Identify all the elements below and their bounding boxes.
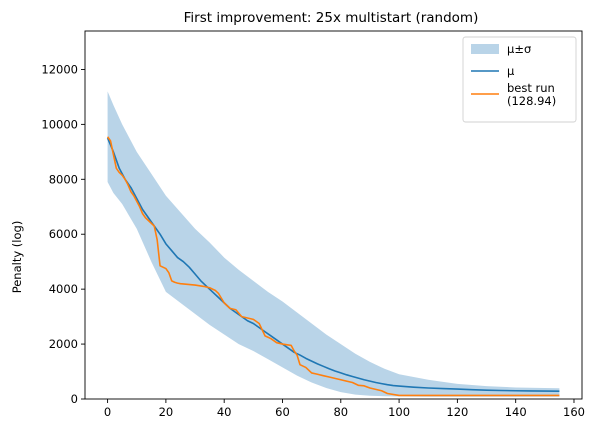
axes-frame xyxy=(84,30,583,400)
axes: 0 20 40 60 80 100 120 140 160 0 2000 4000 6000 8000 10… xyxy=(41,30,585,419)
y-tick-label: 8000 xyxy=(49,172,78,186)
legend-box xyxy=(462,36,577,123)
x-tick-label: 140 xyxy=(505,405,527,419)
y-tick-label: 10000 xyxy=(41,117,78,131)
y-tick-label: 2000 xyxy=(49,337,78,351)
x-tick-label: 20 xyxy=(159,405,174,419)
y-axis-label: Penalty (log) xyxy=(10,221,24,294)
legend-band-swatch xyxy=(471,44,499,54)
legend: μ±σ μ best run (128.94) xyxy=(462,36,577,123)
x-tick-label: 80 xyxy=(333,405,348,419)
legend-label: μ±σ xyxy=(507,42,531,56)
legend-label: best run (128.94) xyxy=(507,81,556,108)
y-tick-label: 12000 xyxy=(41,62,78,76)
x-tick-label: 0 xyxy=(104,405,111,419)
best-run-series-line xyxy=(106,136,560,397)
plot-area xyxy=(106,91,560,397)
x-tick-label: 160 xyxy=(563,405,585,419)
std-band-area xyxy=(107,91,560,397)
x-tick-label: 120 xyxy=(446,405,468,419)
x-tick-label: 100 xyxy=(388,405,410,419)
chart-title: First improvement: 25x multistart (rando… xyxy=(184,10,479,26)
mean-series-line xyxy=(106,137,560,392)
y-tick-label: 0 xyxy=(71,392,78,406)
x-tick-label: 60 xyxy=(275,405,290,419)
y-tick-label: 6000 xyxy=(49,227,78,241)
y-tick-label: 4000 xyxy=(49,282,78,296)
x-tick-label: 40 xyxy=(217,405,232,419)
legend-label: μ xyxy=(507,64,515,78)
